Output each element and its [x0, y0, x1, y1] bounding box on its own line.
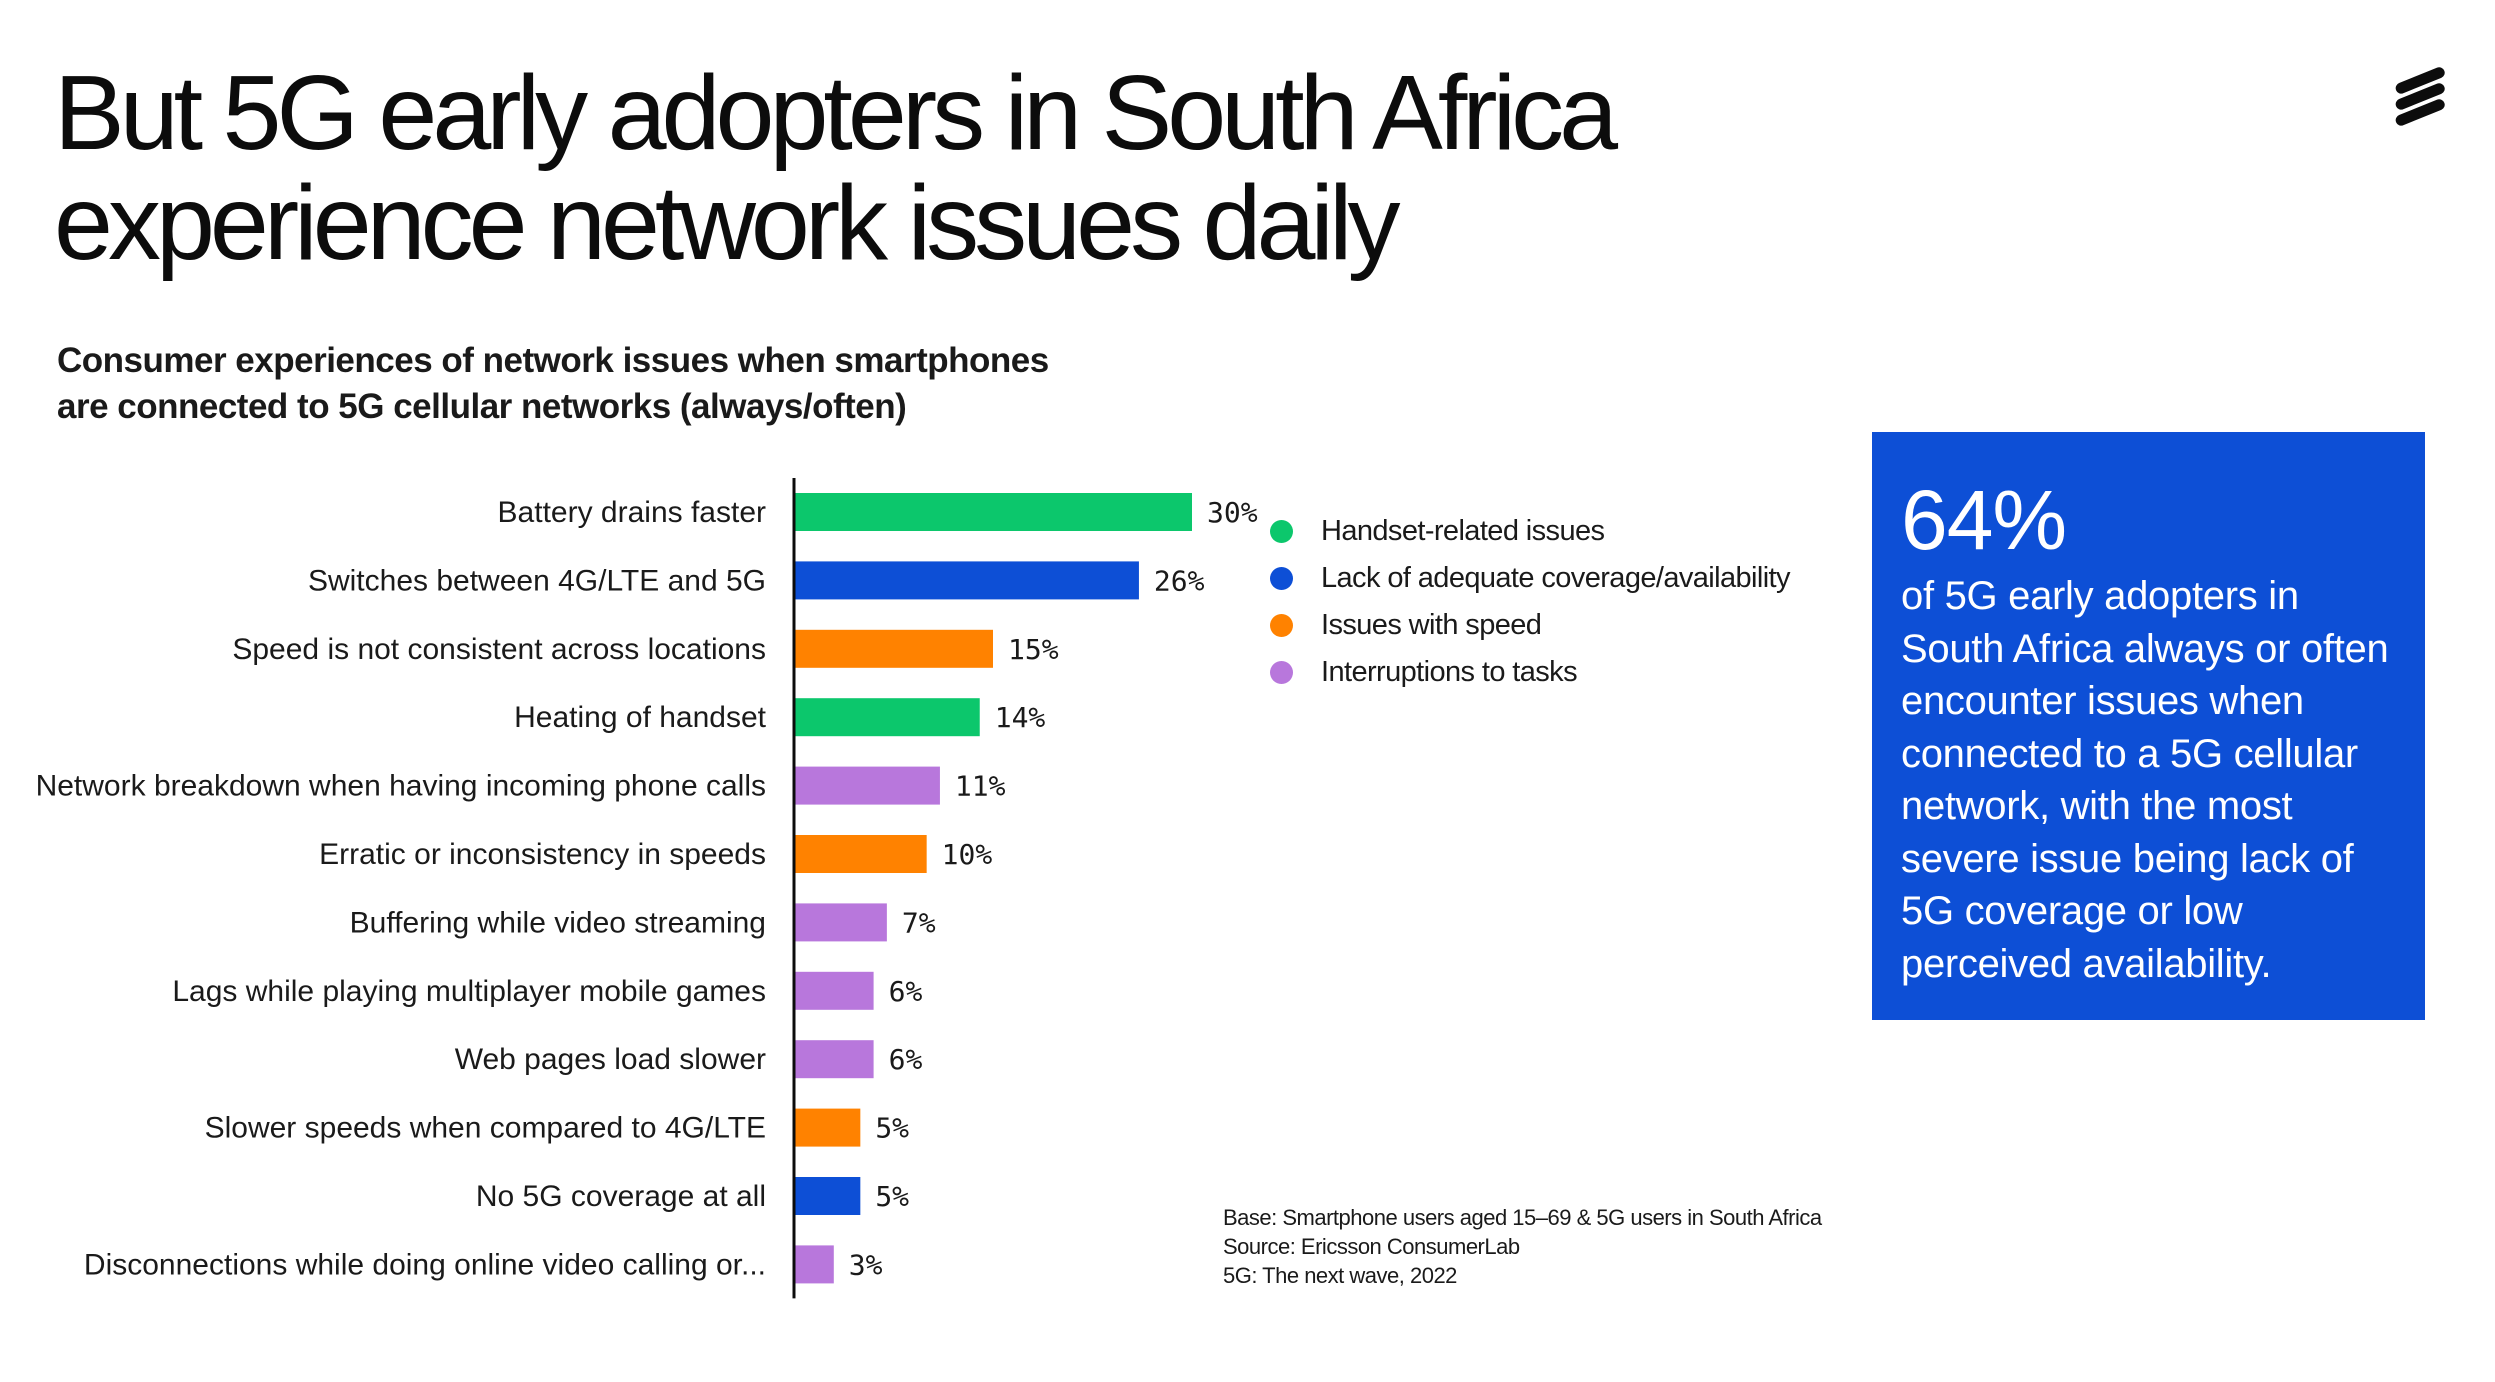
category-label: Buffering while video streaming: [350, 906, 766, 939]
legend-label-handset: Handset-related issues: [1321, 515, 1605, 547]
value-label: 3%: [849, 1248, 883, 1281]
value-label: 10%: [942, 838, 993, 871]
value-label: 5%: [875, 1180, 909, 1213]
bar-chart: Battery drains faster 30% Switches between…: [36, 478, 1258, 1299]
category-label: Battery drains faster: [498, 496, 766, 529]
footnote-source: Source: Ericsson ConsumerLab: [1223, 1234, 1520, 1259]
value-label: 15%: [1008, 633, 1059, 666]
category-label: Switches between 4G/LTE and 5G: [308, 564, 766, 597]
callout-text: of 5G early adopters in South Africa alw…: [1901, 574, 2389, 986]
title-line-2: experience network issues daily: [54, 164, 1401, 282]
value-label: 7%: [902, 906, 936, 939]
category-label: Erratic or inconsistency in speeds: [319, 838, 766, 871]
value-label: 26%: [1154, 564, 1205, 597]
bar: [794, 1245, 834, 1284]
bar: [794, 766, 940, 805]
category-label: Speed is not consistent across locations: [232, 633, 766, 666]
bar: [794, 493, 1192, 531]
value-label: 14%: [995, 701, 1046, 734]
bar: [794, 971, 874, 1010]
category-label: Network breakdown when having incoming p…: [36, 770, 766, 803]
value-label: 30%: [1207, 496, 1258, 529]
legend-item-coverage: Lack of adequate coverage/availability: [1270, 555, 1791, 602]
bar: [794, 698, 980, 737]
category-label: No 5G coverage at all: [476, 1180, 766, 1213]
category-label: Disconnections while doing online video …: [84, 1248, 766, 1281]
value-label: 6%: [889, 975, 923, 1008]
legend-swatch-coverage: [1270, 567, 1293, 590]
category-label: Slower speeds when compared to 4G/LTE: [205, 1112, 766, 1145]
bar: [794, 1040, 874, 1079]
page-title: But 5G early adopters in South Africa ex…: [54, 58, 1754, 278]
legend-item-speed: Issues with speed: [1270, 602, 1790, 649]
subtitle-line-1: Consumer experiences of network issues w…: [57, 341, 1049, 380]
bar: [794, 561, 1139, 600]
highlight-callout: 64% of 5G early adopters in South Africa…: [1872, 432, 2425, 1020]
bar: [794, 903, 887, 942]
source-footnote: Base: Smartphone users aged 15–69 & 5G u…: [1223, 1203, 1822, 1290]
value-label: 5%: [875, 1112, 909, 1145]
legend-swatch-speed: [1270, 614, 1293, 637]
legend-label-coverage: Lack of adequate coverage/availability: [1321, 562, 1791, 594]
ericsson-logo-icon: [2395, 67, 2445, 126]
legend-item-interruptions: Interruptions to tasks: [1270, 649, 1790, 696]
chart-legend: Handset-related issues Lack of adequate …: [1270, 508, 1791, 696]
callout-percentage: 64%: [1901, 473, 2067, 567]
legend-swatch-interruptions: [1270, 661, 1293, 684]
bar: [794, 835, 927, 873]
legend-label-speed: Issues with speed: [1321, 609, 1542, 641]
bar: [794, 1177, 861, 1215]
category-label: Heating of handset: [514, 701, 767, 734]
bar: [794, 1108, 861, 1147]
legend-label-interruptions: Interruptions to tasks: [1321, 656, 1578, 688]
subtitle-line-2: are connected to 5G cellular networks (a…: [57, 387, 907, 426]
category-label: Web pages load slower: [455, 1043, 766, 1076]
category-label: Lags while playing multiplayer mobile ga…: [172, 975, 766, 1008]
bar: [794, 629, 993, 668]
legend-item-handset: Handset-related issues: [1270, 508, 1790, 555]
footnote-publication: 5G: The next wave, 2022: [1223, 1263, 1457, 1288]
legend-swatch-handset: [1270, 520, 1293, 543]
value-label: 6%: [889, 1043, 923, 1076]
title-line-1: But 5G early adopters in South Africa: [54, 54, 1618, 172]
value-label: 11%: [955, 770, 1006, 803]
chart-subtitle: Consumer experiences of network issues w…: [57, 338, 1157, 430]
footnote-base: Base: Smartphone users aged 15–69 & 5G u…: [1223, 1205, 1822, 1230]
